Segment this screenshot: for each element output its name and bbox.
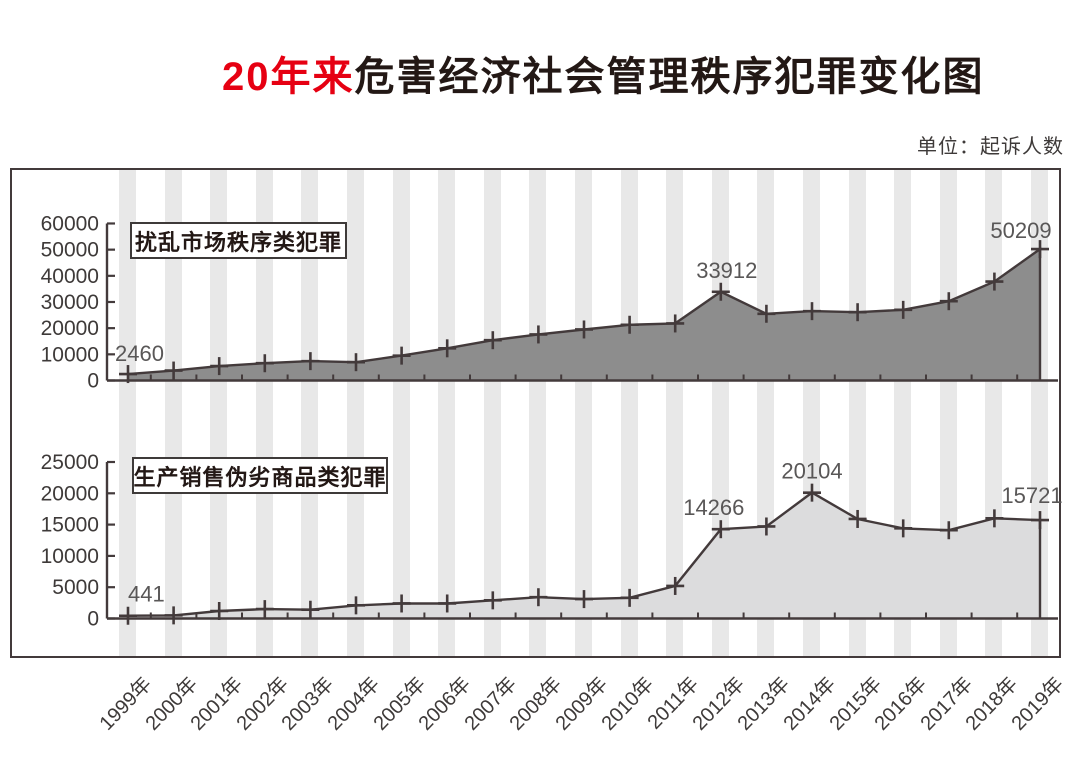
legend-series2: 生产销售伪劣商品类犯罪	[132, 457, 388, 494]
chart-title-highlight: 20年来	[222, 55, 355, 99]
legend-series1-label: 扰乱市场秩序类犯罪	[134, 229, 342, 255]
unit-label: 单位：起诉人数	[917, 136, 1064, 158]
legend-series2-label: 生产销售伪劣商品类犯罪	[133, 464, 387, 490]
legend-series1: 扰乱市场秩序类犯罪	[130, 222, 347, 259]
chart-title-rest: 危害经济社会管理秩序犯罪变化图	[354, 55, 985, 99]
chart-title: 20年来危害经济社会管理秩序犯罪变化图	[222, 44, 985, 102]
